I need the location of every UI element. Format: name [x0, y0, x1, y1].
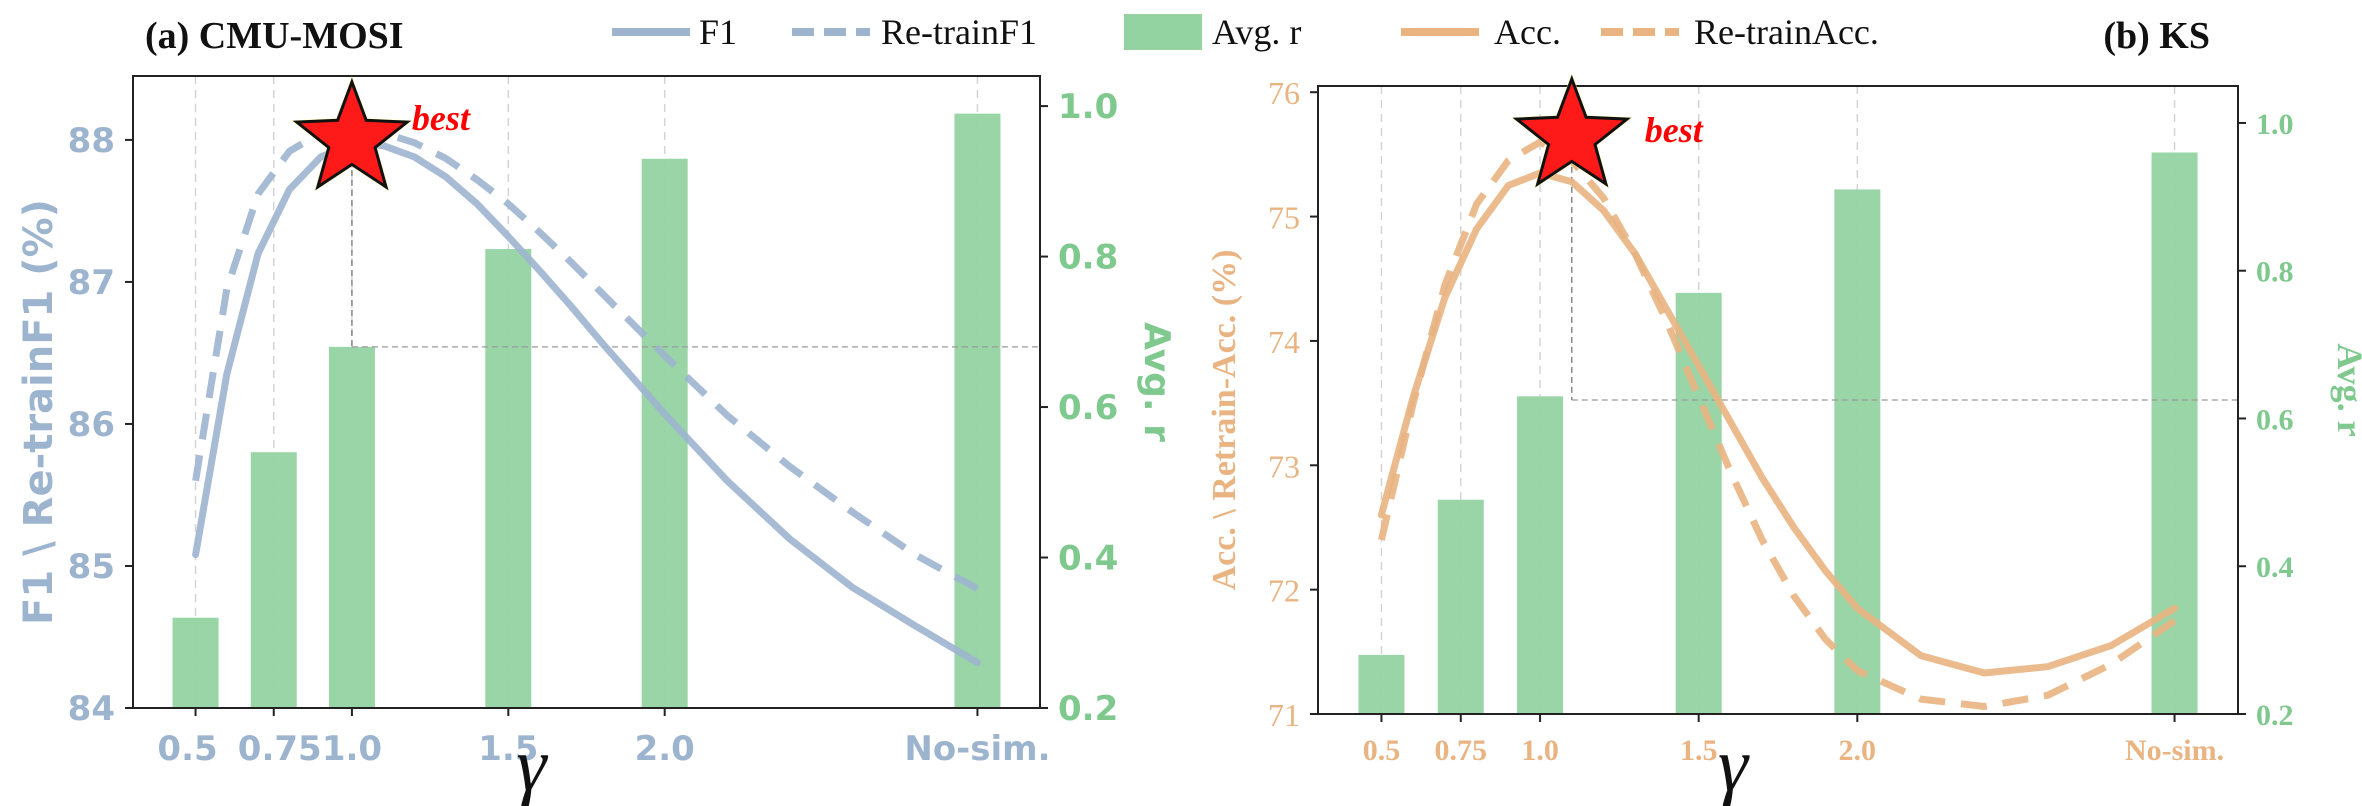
a-best-star-icon: [292, 77, 412, 191]
b-y-tick-label: 73: [1268, 448, 1300, 484]
a-series-re-trainf1: [192, 125, 980, 592]
a-y2-axis-label: Avg. r: [1136, 322, 1177, 442]
b-bar-avg-r: [1675, 292, 1722, 714]
b-bar-avg-r: [1358, 654, 1405, 714]
b-bar-avg-r: [1834, 189, 1881, 714]
b-y2-tick-label: 0.2: [2256, 699, 2294, 732]
legend-label: F1: [699, 12, 737, 52]
a-axes-frame: [132, 75, 1041, 709]
a-y-tick-label: 87: [68, 263, 115, 303]
a-best-label: best: [412, 98, 471, 138]
panel-b: 71 72 73 74 75 76 0.2 0.4 0.6 0.8 1.0 0.5 0.75 1.0 1.5…: [1206, 15, 2362, 806]
b-y2-tick-label: 1.0: [2256, 108, 2294, 141]
a-y-tick-label: 88: [68, 121, 115, 161]
b-x-tick-label: 1.0: [1521, 734, 1559, 767]
b-panel-title: (b) KS: [2103, 15, 2210, 57]
a-y2-tick-label: 1.0: [1058, 87, 1118, 127]
b-y-tick-label: 74: [1268, 324, 1300, 360]
a-x-tick-label: 1.5: [478, 729, 538, 769]
b-bar-avg-r: [1517, 396, 1564, 714]
legend-label: Re-trainF1: [881, 12, 1037, 52]
b-best-star-icon: [1512, 74, 1632, 188]
b-x-axis-label: γ: [1718, 723, 1750, 806]
b-axes-frame: [1317, 85, 2239, 715]
a-bar-avg-r: [172, 617, 219, 708]
b-x-tick-label: 1.5: [1680, 734, 1718, 767]
a-y2-tick-label: 0.8: [1058, 238, 1118, 278]
a-x-tick-label: 1.0: [322, 729, 382, 769]
a-y2-tick-label: 0.4: [1058, 539, 1118, 579]
b-y-axis-label: Acc. \ Retrain-Acc. (%): [1206, 250, 1243, 591]
a-bar-avg-r: [485, 249, 532, 709]
b-x-tick-label: 0.75: [1435, 734, 1488, 767]
a-x-tick-label: 0.75: [238, 729, 322, 769]
b-y-tick-label: 76: [1268, 75, 1300, 111]
a-bar-avg-r: [328, 346, 375, 708]
b-series-re-trainacc-: [1377, 138, 2177, 710]
b-x-tick-label: No-sim.: [2125, 734, 2224, 767]
legend: F1 Re-trainF1 Avg. r Acc. Re-trainAcc.: [612, 12, 1879, 52]
legend-label: Avg. r: [1212, 12, 1301, 52]
b-y2-tick-label: 0.6: [2256, 403, 2294, 436]
b-best-label: best: [1645, 110, 1704, 150]
a-y-axis-label: F1 \ Re-trainF1 (%): [16, 199, 62, 625]
b-y2-axis-label: Avg. r: [2330, 343, 2362, 436]
a-y-tick-label: 85: [68, 547, 115, 587]
b-y2-tick-label: 0.8: [2256, 256, 2294, 289]
a-y-tick-label: 84: [68, 689, 115, 729]
a-x-tick-label: 0.5: [157, 729, 217, 769]
a-y-tick-label: 86: [68, 405, 115, 445]
a-y2-tick-label: 0.6: [1058, 388, 1118, 428]
b-y-tick-label: 71: [1268, 697, 1300, 733]
legend-label: Acc.: [1494, 12, 1561, 52]
b-bar-avg-r: [1437, 499, 1484, 714]
b-series-acc-: [1377, 169, 2179, 677]
b-y-tick-label: 75: [1268, 200, 1300, 236]
a-series-f1: [192, 140, 981, 667]
a-bar-avg-r: [954, 113, 1001, 709]
a-x-tick-label: No-sim.: [904, 729, 1050, 769]
legend-swatch-bar: [1124, 14, 1202, 50]
a-y2-tick-label: 0.2: [1058, 689, 1118, 729]
a-bar-avg-r: [250, 452, 297, 708]
b-x-tick-label: 2.0: [1839, 734, 1877, 767]
a-x-tick-label: 2.0: [635, 729, 695, 769]
b-y-tick-label: 72: [1268, 573, 1300, 609]
b-y2-tick-label: 0.4: [2256, 551, 2294, 584]
a-panel-title: (a) CMU-MOSI: [145, 15, 404, 57]
legend-label: Re-trainAcc.: [1694, 12, 1879, 52]
a-x-axis-label: γ: [517, 723, 549, 806]
b-x-tick-label: 0.5: [1363, 734, 1401, 767]
